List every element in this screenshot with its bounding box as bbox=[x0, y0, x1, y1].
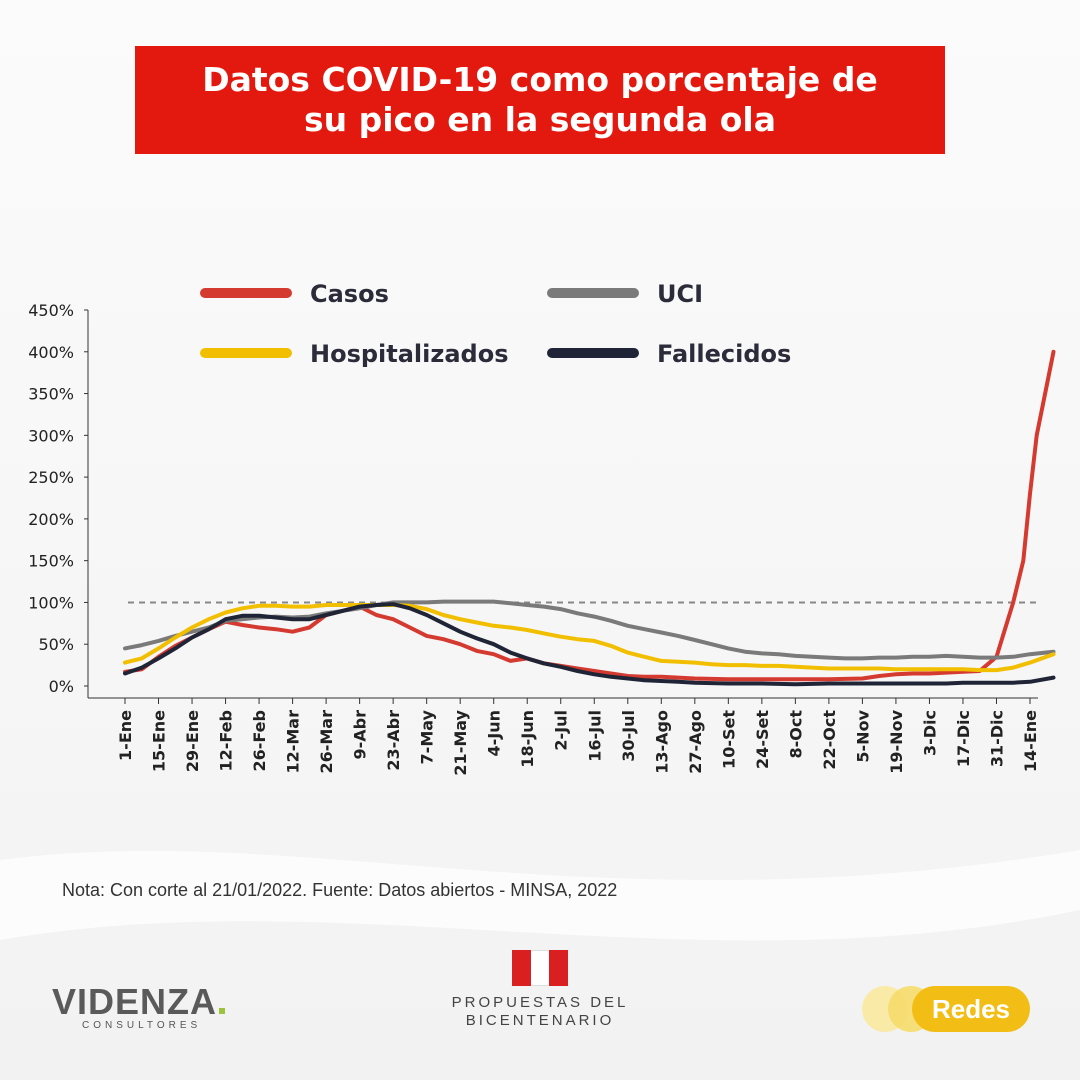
x-tick-label: 8-Oct bbox=[786, 710, 805, 759]
y-tick-label: 100% bbox=[28, 593, 74, 612]
videnza-subtitle: CONSULTORES bbox=[82, 1020, 202, 1031]
logo-dot-icon bbox=[219, 1008, 226, 1014]
peru-flag-icon bbox=[512, 950, 569, 986]
y-tick-label: 300% bbox=[28, 426, 74, 445]
y-tick-label: 50% bbox=[38, 635, 74, 654]
source-note: Nota: Con corte al 21/01/2022. Fuente: D… bbox=[62, 880, 618, 900]
x-tick-label: 5-Nov bbox=[853, 709, 872, 762]
redes-label: Redes bbox=[912, 986, 1030, 1032]
propuestas-logo: PROPUESTAS DEL BICENTENARIO bbox=[440, 950, 640, 1030]
x-tick-label: 12-Feb bbox=[217, 710, 236, 772]
x-tick-label: 31-Dic bbox=[987, 710, 1006, 767]
series-line-casos bbox=[123, 349, 1056, 682]
x-tick-label: 4-Jun bbox=[485, 710, 504, 757]
series-line-hospitalizados bbox=[123, 603, 1056, 673]
x-tick-label: 3-Dic bbox=[920, 710, 939, 756]
legend-label-uci: UCI bbox=[657, 280, 703, 308]
x-tick-label: 2-Jul bbox=[552, 710, 571, 751]
chart-title: Datos COVID-19 como porcentaje de su pic… bbox=[202, 60, 878, 139]
x-tick-label: 14-Ene bbox=[1021, 710, 1040, 772]
x-tick-label: 7-May bbox=[418, 709, 437, 764]
x-tick-label: 27-Ago bbox=[686, 710, 705, 774]
x-tick-label: 24-Set bbox=[753, 710, 772, 769]
redes-badge: Redes bbox=[862, 986, 1032, 1032]
x-tick-label: 30-Jul bbox=[619, 710, 638, 762]
videnza-wordmark: VIDENZA bbox=[52, 981, 218, 1022]
x-tick-label: 26-Feb bbox=[250, 710, 269, 772]
legend-label-casos: Casos bbox=[310, 280, 389, 308]
y-tick-label: 350% bbox=[28, 385, 74, 404]
title-banner: Datos COVID-19 como porcentaje de su pic… bbox=[135, 46, 945, 154]
x-tick-label: 1-Ene bbox=[116, 710, 135, 761]
x-tick-label: 18-Jun bbox=[518, 710, 537, 768]
x-tick-label: 15-Ene bbox=[150, 710, 169, 772]
x-tick-label: 13-Ago bbox=[652, 710, 671, 774]
legend-label-fallecidos: Fallecidos bbox=[657, 340, 791, 368]
x-tick-label: 17-Dic bbox=[954, 710, 973, 767]
y-tick-label: 200% bbox=[28, 510, 74, 529]
legend-label-hospitalizados: Hospitalizados bbox=[310, 340, 509, 368]
x-tick-label: 9-Abr bbox=[351, 710, 370, 760]
x-tick-label: 26-Mar bbox=[317, 710, 336, 774]
x-tick-label: 29-Ene bbox=[183, 710, 202, 772]
line-chart: 0% 50% 100% 150% 200% 250% 300% 350% 400% 450% 1-E… bbox=[28, 280, 1056, 776]
series-line-fallecidos bbox=[123, 602, 1056, 687]
x-tick-label: 16-Jul bbox=[585, 710, 604, 762]
propuestas-line2: BICENTENARIO bbox=[465, 1012, 615, 1029]
videnza-logo: VIDENZA CONSULTORES bbox=[52, 981, 226, 1031]
y-tick-label: 450% bbox=[28, 301, 74, 320]
y-tick-label: 150% bbox=[28, 552, 74, 571]
propuestas-line1: PROPUESTAS DEL bbox=[451, 994, 629, 1011]
y-tick-label: 400% bbox=[28, 343, 74, 362]
y-tick-label: 250% bbox=[28, 468, 74, 487]
x-tick-label: 23-Abr bbox=[384, 710, 403, 771]
x-tick-label: 22-Oct bbox=[820, 710, 839, 770]
x-tick-label: 21-May bbox=[451, 709, 470, 775]
x-tick-label: 10-Set bbox=[719, 710, 738, 769]
x-tick-label: 12-Mar bbox=[284, 710, 303, 774]
y-tick-label: 0% bbox=[49, 677, 74, 696]
x-tick-label: 19-Nov bbox=[887, 709, 906, 773]
